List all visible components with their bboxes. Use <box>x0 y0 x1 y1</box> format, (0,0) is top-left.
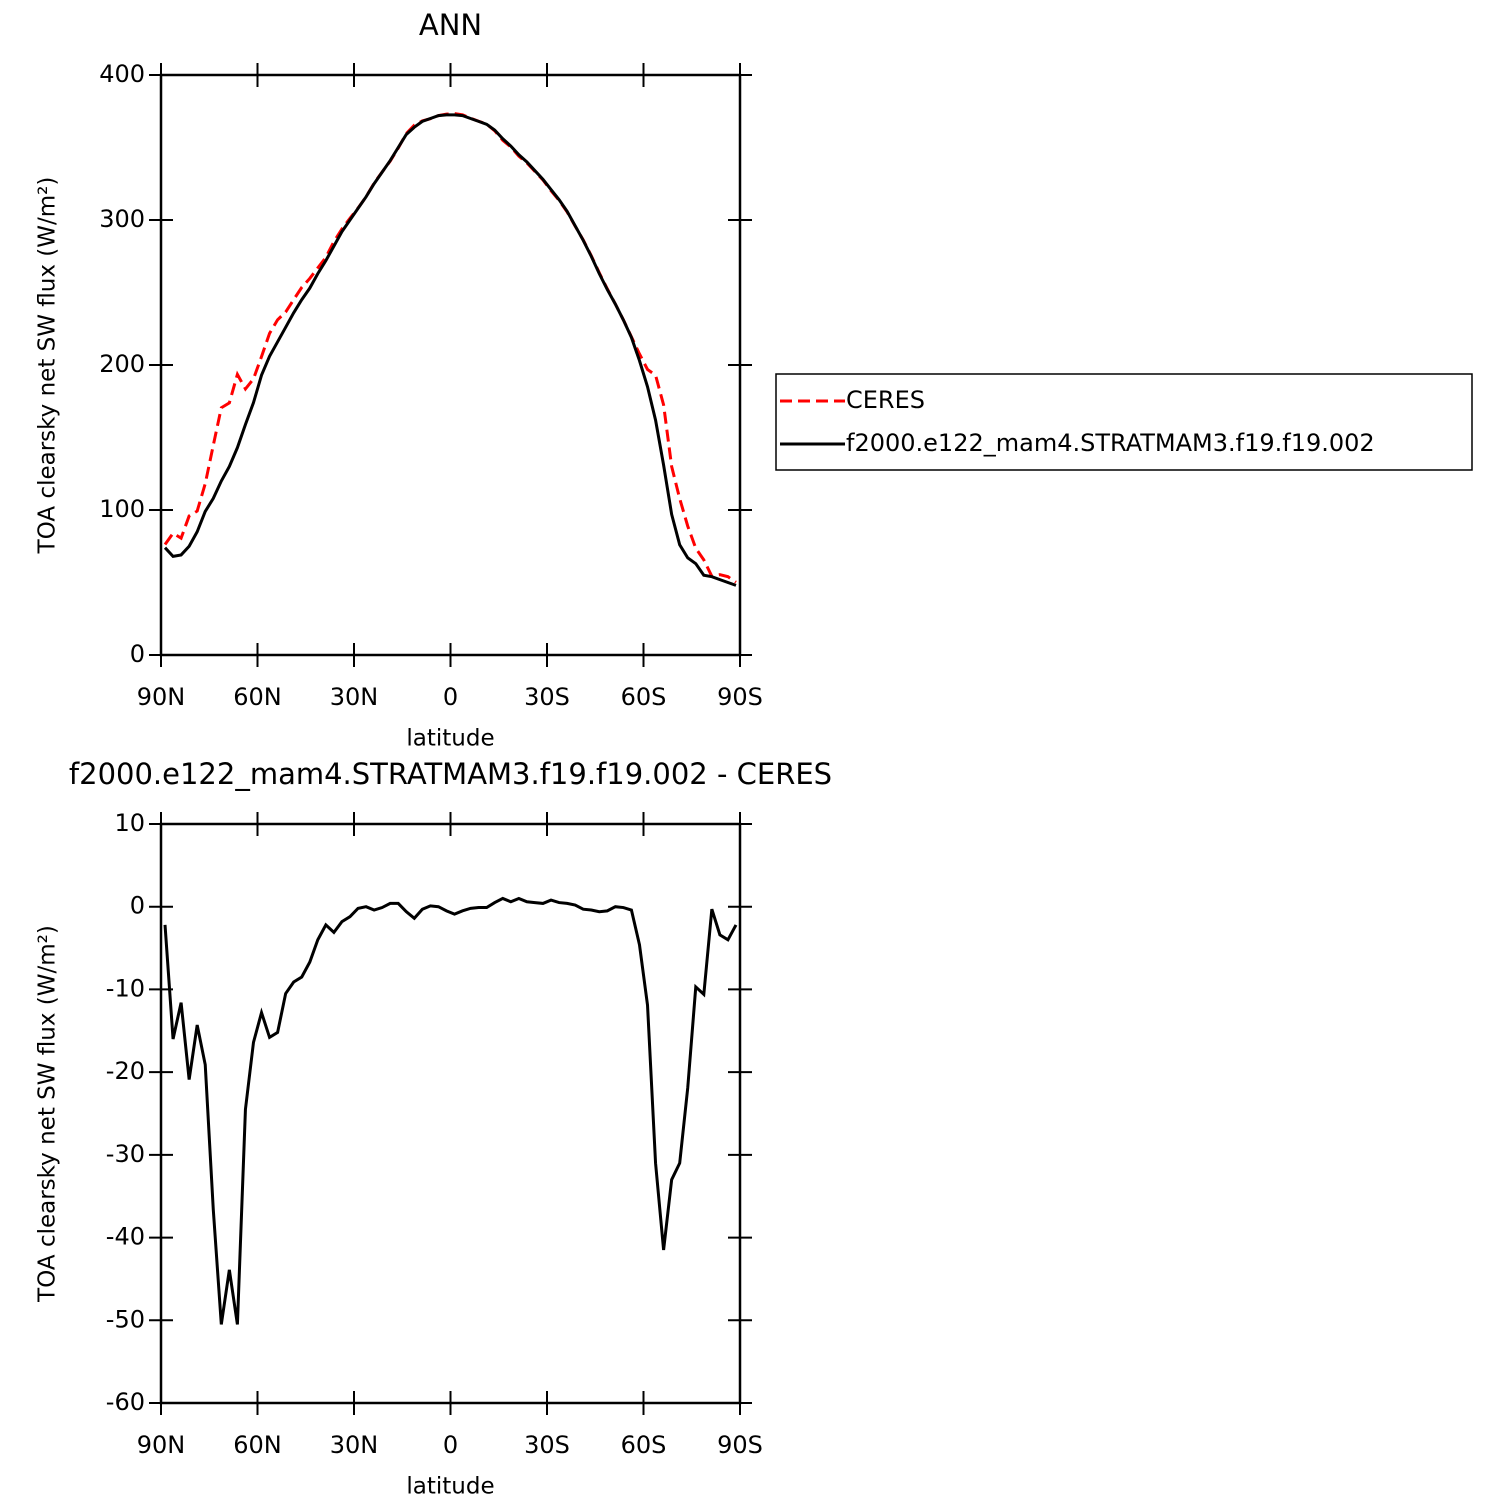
y-tick-label: -10 <box>106 974 145 1002</box>
x-tick-label: 30S <box>524 683 570 711</box>
legend-label: CERES <box>846 386 925 414</box>
data-line <box>163 112 737 584</box>
y-tick-label: 0 <box>130 892 145 920</box>
x-tick-label: 90S <box>717 683 763 711</box>
y-tick-label: 300 <box>99 205 145 233</box>
y-tick-label: -60 <box>106 1388 145 1416</box>
y-tick-label: 10 <box>114 809 145 837</box>
chart-title: ANN <box>419 8 482 42</box>
y-tick-label: -40 <box>106 1223 145 1251</box>
chart-title: f2000.e122_mam4.STRATMAM3.f19.f19.002 - … <box>69 757 832 791</box>
panel: ANN latitude TOA clearsky net SW flux (W/m… <box>35 8 1473 752</box>
x-tick-label: 60S <box>621 683 667 711</box>
x-tick-label: 0 <box>443 683 458 711</box>
x-tick-label: 0 <box>443 1431 458 1459</box>
x-tick-label: 90N <box>137 683 186 711</box>
y-axis-label: TOA clearsky net SW flux (W/m²) <box>35 177 61 555</box>
x-tick-label: 60S <box>621 1431 667 1459</box>
y-axis-label: TOA clearsky net SW flux (W/m²) <box>35 925 61 1303</box>
x-tick-label: 90N <box>137 1431 186 1459</box>
x-axis-label: latitude <box>406 1474 494 1500</box>
x-tick-label: 30N <box>330 683 379 711</box>
legend: CERES f2000.e122_mam4.STRATMAM3.f19.f19.0… <box>775 373 1473 471</box>
y-tick-label: -30 <box>106 1140 145 1168</box>
x-tick-label: 90S <box>717 1431 763 1459</box>
x-tick-label: 30S <box>524 1431 570 1459</box>
y-tick-label: 0 <box>130 640 145 668</box>
y-tick-label: 400 <box>99 60 145 88</box>
data-line <box>163 896 738 1325</box>
panel: f2000.e122_mam4.STRATMAM3.f19.f19.002 - … <box>35 757 833 1500</box>
y-tick-label: 100 <box>99 495 145 523</box>
y-tick-label: -20 <box>106 1057 145 1085</box>
data-line <box>163 113 737 587</box>
y-tick-label: -50 <box>106 1305 145 1333</box>
legend-label: f2000.e122_mam4.STRATMAM3.f19.f19.002 <box>846 429 1375 457</box>
y-tick-label: 200 <box>99 350 145 378</box>
plot-frame <box>159 822 742 1405</box>
x-axis-label: latitude <box>406 726 494 752</box>
legend-box <box>775 373 1473 471</box>
x-tick-label: 60N <box>233 683 282 711</box>
plot-frame <box>159 73 742 657</box>
x-tick-label: 30N <box>330 1431 379 1459</box>
x-tick-label: 60N <box>233 1431 282 1459</box>
